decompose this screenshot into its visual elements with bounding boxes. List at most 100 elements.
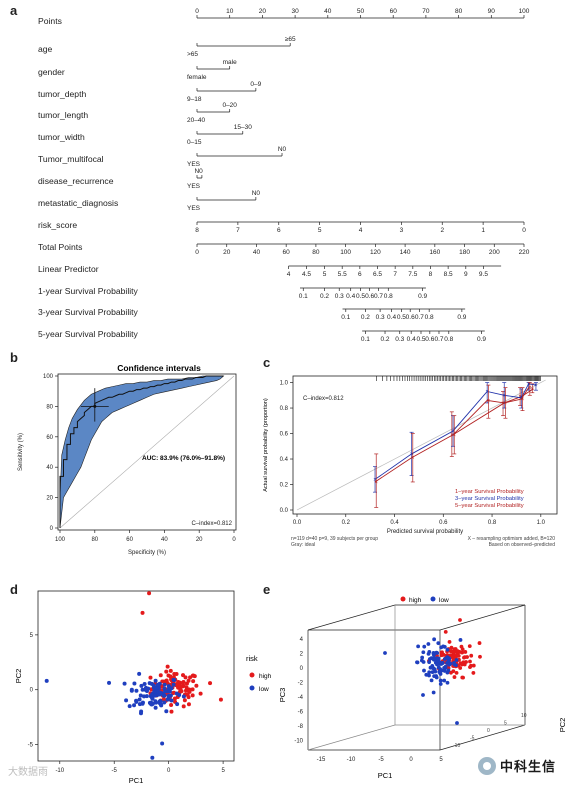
pca3d-point-high bbox=[471, 671, 476, 675]
nomogram-tick-label: 1 bbox=[481, 227, 485, 234]
pca3d-point-high bbox=[467, 644, 472, 649]
roc-x-tick-label: 40 bbox=[161, 537, 168, 543]
pca3d-point-high bbox=[468, 659, 472, 664]
pca2d-point-low bbox=[107, 680, 112, 685]
pca2d-point-low bbox=[152, 693, 157, 698]
nomogram-tick-label: 4 bbox=[359, 227, 363, 234]
nomogram-level-label: N0 bbox=[194, 168, 203, 175]
pca3d-box-edge bbox=[307, 724, 396, 751]
pca2d-point-low bbox=[139, 683, 144, 688]
nomogram-tick-label: 40 bbox=[324, 8, 332, 15]
pca3d-z-tick-label: -5 bbox=[470, 736, 475, 742]
nomogram-tick-label: 8 bbox=[195, 227, 199, 234]
pca3d-point-high bbox=[455, 653, 460, 658]
pca2d-point-low bbox=[149, 702, 154, 707]
nomogram-tick-label: 9.5 bbox=[479, 271, 488, 278]
pca3d-legend-label: high bbox=[409, 597, 422, 604]
pca2d-point-low bbox=[134, 699, 139, 704]
nomogram-tick-label: 5 bbox=[323, 271, 327, 278]
pca2d-legend-swatch bbox=[249, 685, 255, 691]
pca3d-point-low bbox=[441, 644, 446, 649]
nomogram-tick-label: 0.2 bbox=[381, 336, 390, 343]
calibration-footnote-left: n=119 d=40 p=9, 39 subjects per group bbox=[291, 536, 378, 542]
pca3d-point-low bbox=[445, 680, 450, 685]
roc-confidence-band bbox=[59, 375, 225, 529]
nomogram-tick-label: 0.3 bbox=[335, 293, 344, 300]
nomogram-level-label: YES bbox=[187, 183, 201, 190]
nomogram-tick-label: 90 bbox=[488, 8, 496, 15]
pca3d-legend-label: low bbox=[439, 597, 449, 604]
calibration-point: × bbox=[531, 387, 535, 393]
pca3d-x-tick-label: -10 bbox=[347, 757, 356, 763]
pca2d-point-low bbox=[159, 702, 164, 707]
pca2d-point-low bbox=[127, 704, 132, 709]
nomogram-tick-label: 140 bbox=[400, 249, 411, 256]
nomogram-tick-label: 0.8 bbox=[444, 336, 453, 343]
panel-letter-c: c bbox=[263, 355, 271, 370]
pca3d-point-high bbox=[454, 670, 459, 675]
roc-x-tick-label: 0 bbox=[232, 537, 236, 543]
pca3d-box-edge bbox=[439, 604, 526, 631]
calibration-y-tick-label: 0.4 bbox=[280, 457, 289, 463]
pca3d-point-low bbox=[430, 670, 435, 675]
pca3d-x-axis-label: PC1 bbox=[378, 771, 393, 780]
pca3d-z-tick-label: 10 bbox=[521, 713, 527, 719]
pca2d-point-high bbox=[169, 709, 174, 714]
pca2d-point-low bbox=[137, 671, 142, 676]
roc-y-tick-label: 40 bbox=[46, 465, 53, 471]
pca2d-point-high bbox=[158, 673, 163, 678]
calibration-point: × bbox=[501, 401, 505, 407]
nomogram-tick-label: 50 bbox=[357, 8, 365, 15]
pca2d-point-low bbox=[153, 678, 158, 683]
pca3d-y-tick-label: -8 bbox=[298, 724, 304, 730]
pca2d-legend-title: risk bbox=[246, 654, 258, 663]
calibration-x-tick-label: 1.0 bbox=[537, 520, 546, 526]
pca3d-point-low bbox=[443, 664, 448, 669]
pca3d-point-low bbox=[439, 662, 444, 666]
roc-y-tick-label: 20 bbox=[46, 496, 53, 502]
calibration-point: × bbox=[452, 433, 456, 439]
pca3d-y-tick-label: -6 bbox=[298, 710, 304, 716]
watermark-text: 大数据雨 bbox=[8, 767, 48, 778]
nomogram-tick-label: 0.3 bbox=[376, 314, 385, 321]
brand-name: 中科生信 bbox=[500, 759, 557, 774]
calibration-y-tick-label: 0.6 bbox=[280, 432, 289, 438]
nomogram-tick-label: 0 bbox=[195, 249, 199, 256]
calibration-point: × bbox=[521, 397, 525, 403]
nomogram-tick-label: 0.8 bbox=[384, 293, 393, 300]
roc-frame bbox=[57, 373, 237, 531]
pca2d-point-high bbox=[168, 668, 173, 673]
nomogram-level-label: male bbox=[223, 59, 237, 66]
nomogram-tick-label: 80 bbox=[312, 249, 320, 256]
pca2d-point-low bbox=[169, 698, 174, 703]
pca3d-point-high bbox=[453, 647, 458, 651]
pca3d-point-low bbox=[432, 637, 437, 642]
nomogram-row-label: Total Points bbox=[38, 242, 82, 252]
calibration-y-axis-label: Actual survival probability (proportion) bbox=[263, 398, 269, 492]
nomogram-tick-label: 0.2 bbox=[361, 314, 370, 321]
pca2d-point-low bbox=[167, 689, 172, 694]
pca2d-point-high bbox=[179, 689, 184, 694]
nomogram-tick-label: 4.5 bbox=[302, 271, 311, 278]
pca3d-point-low bbox=[432, 656, 437, 661]
pca3d-point-low bbox=[422, 668, 426, 673]
pca3d-point-high bbox=[439, 653, 444, 658]
pca2d-point-low bbox=[122, 681, 127, 686]
roc-cindex-label: C–index=0.812 bbox=[191, 521, 232, 527]
nomogram-tick-label: 0.3 bbox=[395, 336, 404, 343]
pca2d-point-low bbox=[164, 709, 169, 714]
nomogram-tick-label: 9 bbox=[464, 271, 468, 278]
pca3d-z-tick-label: -10 bbox=[453, 743, 460, 749]
pca2d-y-tick-label: 5 bbox=[30, 633, 34, 639]
nomogram-level-label: 20–40 bbox=[187, 117, 205, 124]
nomogram-tick-label: 0.1 bbox=[341, 314, 350, 321]
pca2d-point-low bbox=[155, 682, 160, 687]
pca3d-point-low bbox=[442, 678, 447, 683]
nomogram-row-label: tumor_width bbox=[38, 132, 85, 142]
pca3d-z-tick-label: 5 bbox=[504, 721, 507, 727]
nomogram-tick-label: 0.5 bbox=[397, 314, 406, 321]
calibration-x-tick-label: 0.2 bbox=[342, 520, 351, 526]
pca3d-point-low bbox=[436, 641, 441, 646]
calibration-x-axis-label: Predicted survival probability bbox=[387, 529, 463, 535]
